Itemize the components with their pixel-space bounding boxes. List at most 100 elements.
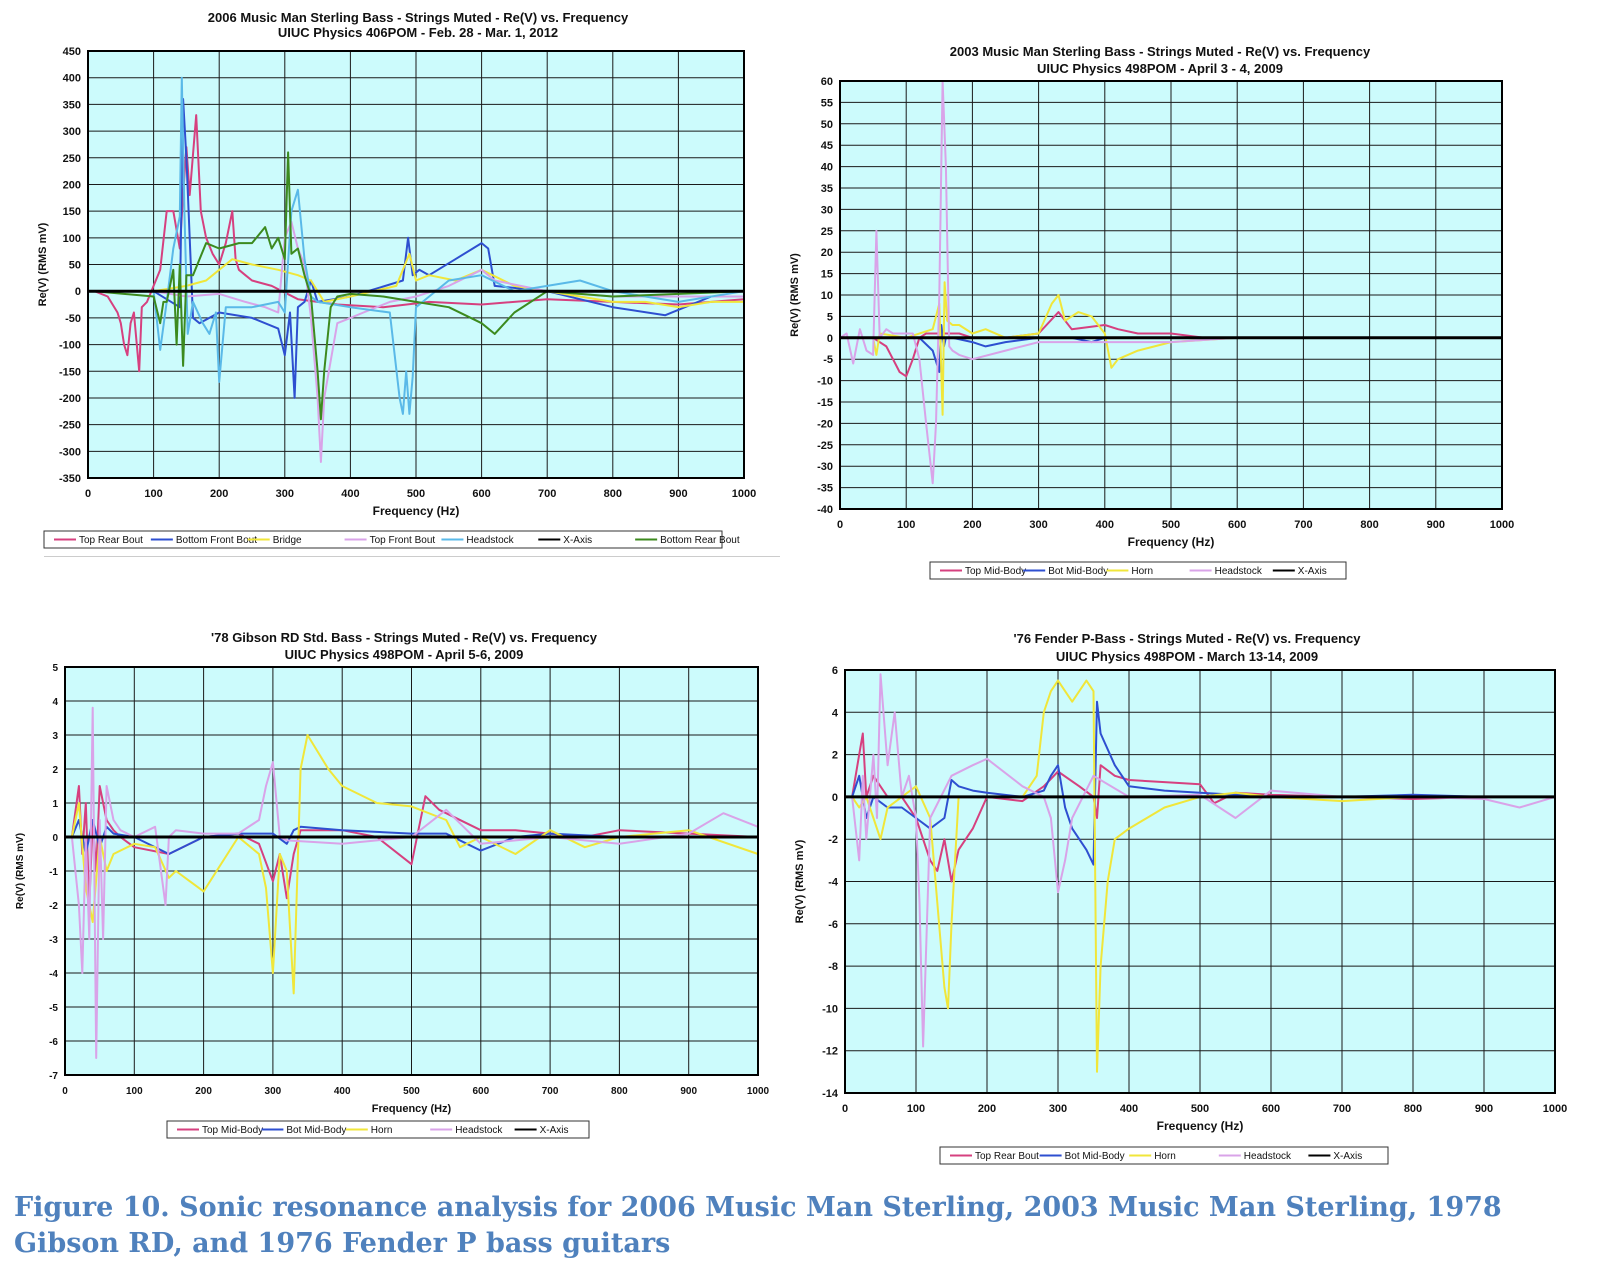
y-tick-label: 40 bbox=[821, 162, 833, 174]
legend-label: Headstock bbox=[1215, 566, 1263, 577]
chart-title: '78 Gibson RD Std. Bass - Strings Muted … bbox=[211, 630, 598, 645]
x-tick-label: 0 bbox=[842, 1103, 848, 1115]
series-line-horn bbox=[851, 679, 1555, 1073]
legend-label: Bottom Front Bout bbox=[176, 535, 257, 546]
y-tick-label: 35 bbox=[821, 183, 833, 195]
x-tick-label: 300 bbox=[1029, 519, 1047, 531]
y-tick-label: 25 bbox=[821, 226, 833, 238]
x-tick-label: 100 bbox=[907, 1103, 925, 1115]
y-tick-label: 3 bbox=[52, 731, 58, 742]
panel-divider bbox=[44, 556, 780, 557]
y-tick-label: -2 bbox=[49, 901, 58, 912]
y-tick-label: 2 bbox=[832, 750, 838, 762]
chart-title: 2006 Music Man Sterling Bass - Strings M… bbox=[208, 10, 629, 25]
y-tick-label: -350 bbox=[59, 473, 81, 485]
y-tick-label: -5 bbox=[823, 354, 833, 366]
x-tick-label: 300 bbox=[1049, 1103, 1067, 1115]
x-tick-label: 200 bbox=[963, 519, 981, 531]
legend-label: Top Front Bout bbox=[370, 535, 436, 546]
chart-subtitle: UIUC Physics 498POM - March 13-14, 2009 bbox=[1056, 649, 1318, 664]
plot-frame bbox=[64, 666, 759, 1076]
x-tick-label: 200 bbox=[978, 1103, 996, 1115]
x-tick-label: 900 bbox=[1427, 519, 1445, 531]
y-tick-label: 50 bbox=[821, 119, 833, 131]
x-tick-label: 800 bbox=[1360, 519, 1378, 531]
chart-panel-1976-fender-p: '76 Fender P-Bass - Strings Muted - Re(V… bbox=[794, 631, 1567, 1165]
x-tick-label: 0 bbox=[85, 488, 91, 500]
y-tick-label: 0 bbox=[827, 333, 833, 345]
y-tick-label: 4 bbox=[832, 707, 839, 719]
plot-frame bbox=[87, 50, 745, 479]
plot-frame bbox=[839, 80, 1503, 510]
y-tick-label: 45 bbox=[821, 140, 833, 152]
y-tick-label: -25 bbox=[817, 440, 833, 452]
y-tick-label: -35 bbox=[817, 483, 833, 495]
x-tick-label: 0 bbox=[837, 519, 843, 531]
x-tick-label: 100 bbox=[126, 1086, 143, 1097]
x-tick-label: 1000 bbox=[1543, 1103, 1567, 1115]
y-tick-label: 6 bbox=[832, 665, 838, 677]
legend-label: Top Rear Bout bbox=[975, 1151, 1039, 1162]
x-tick-label: 800 bbox=[611, 1086, 628, 1097]
series-line-top-rear-bout bbox=[94, 114, 745, 373]
legend-label: Horn bbox=[1154, 1151, 1176, 1162]
series-line-headstock bbox=[70, 706, 759, 1059]
legend-label: Bot Mid-Body bbox=[1048, 566, 1108, 577]
series-line-bottom-rear-bout bbox=[94, 151, 745, 421]
x-tick-label: 700 bbox=[542, 1086, 559, 1097]
x-tick-label: 1000 bbox=[732, 488, 756, 500]
x-tick-label: 500 bbox=[407, 488, 425, 500]
chart-subtitle: UIUC Physics 498POM - April 3 - 4, 2009 bbox=[1037, 61, 1283, 76]
y-tick-label: 300 bbox=[63, 126, 81, 138]
x-tick-label: 800 bbox=[604, 488, 622, 500]
x-tick-label: 300 bbox=[265, 1086, 282, 1097]
x-axis-label: Frequency (Hz) bbox=[373, 504, 460, 518]
y-tick-label: 10 bbox=[821, 290, 833, 302]
y-tick-label: -10 bbox=[822, 1003, 838, 1015]
legend-label: Horn bbox=[371, 1125, 393, 1136]
y-axis-label: Re(V) (RMS mV) bbox=[15, 833, 26, 909]
y-tick-label: 30 bbox=[821, 204, 833, 216]
legend-box bbox=[166, 1120, 590, 1139]
x-axis-label: Frequency (Hz) bbox=[1128, 535, 1215, 549]
series-line-bot-mid-body bbox=[851, 700, 1555, 866]
x-tick-label: 600 bbox=[1228, 519, 1246, 531]
x-tick-label: 900 bbox=[1475, 1103, 1493, 1115]
chart-title: '76 Fender P-Bass - Strings Muted - Re(V… bbox=[1014, 631, 1362, 646]
chart-1976-fender-p: '76 Fender P-Bass - Strings Muted - Re(V… bbox=[794, 631, 1567, 1165]
legend-label: Headstock bbox=[466, 535, 514, 546]
y-axis-label: Re(V) (RMS mV) bbox=[789, 253, 801, 337]
y-tick-label: -40 bbox=[817, 504, 833, 516]
x-tick-label: 500 bbox=[1191, 1103, 1209, 1115]
y-tick-label: 55 bbox=[821, 97, 833, 109]
chart-2006-music-man: 2006 Music Man Sterling Bass - Strings M… bbox=[37, 10, 756, 549]
x-tick-label: 700 bbox=[1333, 1103, 1351, 1115]
x-axis-label: Frequency (Hz) bbox=[1157, 1119, 1244, 1133]
y-tick-label: 1 bbox=[52, 799, 58, 810]
y-axis-label: Re(V) (RMS mV) bbox=[37, 222, 49, 306]
y-tick-label: -7 bbox=[49, 1071, 58, 1082]
plot-frame bbox=[844, 669, 1556, 1094]
y-tick-label: 5 bbox=[827, 311, 833, 323]
x-tick-label: 1000 bbox=[1490, 519, 1514, 531]
chart-panel-2003-music-man: 2003 Music Man Sterling Bass - Strings M… bbox=[0, 0, 1580, 590]
y-tick-label: 4 bbox=[52, 697, 58, 708]
series-line-headstock bbox=[94, 76, 745, 415]
y-tick-label: -300 bbox=[59, 446, 81, 458]
y-tick-label: -10 bbox=[817, 376, 833, 388]
y-tick-label: -6 bbox=[828, 919, 838, 931]
series-line-top-mid-body bbox=[840, 311, 1304, 378]
y-tick-label: 20 bbox=[821, 247, 833, 259]
x-tick-label: 200 bbox=[195, 1086, 212, 1097]
x-tick-label: 700 bbox=[538, 488, 556, 500]
x-tick-label: 300 bbox=[276, 488, 294, 500]
y-tick-label: -200 bbox=[59, 393, 81, 405]
chart-title: 2003 Music Man Sterling Bass - Strings M… bbox=[950, 44, 1371, 59]
legend-label: Headstock bbox=[1244, 1151, 1292, 1162]
y-tick-label: 50 bbox=[69, 260, 81, 272]
legend-label: Top Mid-Body bbox=[965, 566, 1026, 577]
x-tick-label: 600 bbox=[472, 488, 490, 500]
y-tick-label: -100 bbox=[59, 340, 81, 352]
series-line-top-front-bout bbox=[94, 220, 744, 463]
legend-label: X-Axis bbox=[1333, 1151, 1362, 1162]
